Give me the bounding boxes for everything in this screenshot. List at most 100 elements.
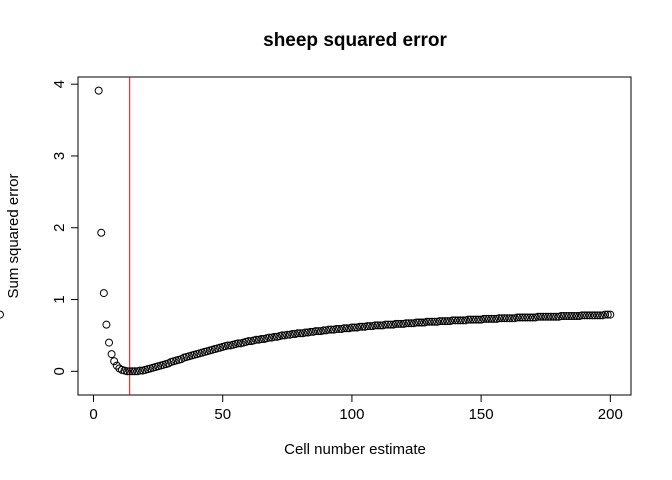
point — [234, 339, 243, 348]
point — [601, 310, 610, 319]
point — [552, 312, 561, 321]
point — [347, 323, 356, 332]
point — [373, 321, 382, 330]
point — [459, 316, 468, 325]
y-tick-label: 4 — [51, 80, 68, 88]
point — [425, 317, 434, 326]
point — [572, 312, 581, 321]
point — [97, 228, 106, 237]
point — [386, 320, 395, 329]
point — [342, 324, 351, 333]
point — [606, 310, 615, 319]
point — [265, 333, 274, 342]
point — [533, 312, 542, 321]
point — [466, 315, 475, 324]
point — [523, 313, 532, 322]
point — [515, 313, 524, 322]
point — [479, 314, 488, 323]
x-tick-label: 0 — [89, 406, 97, 423]
point — [394, 319, 403, 328]
point — [580, 311, 589, 320]
point — [376, 321, 385, 330]
point — [371, 321, 380, 330]
point — [484, 314, 493, 323]
point — [332, 324, 341, 333]
point — [502, 314, 511, 323]
point — [518, 313, 527, 322]
point — [381, 320, 390, 329]
point — [112, 361, 121, 370]
point — [526, 313, 535, 322]
plot-box — [77, 76, 632, 396]
point — [559, 312, 568, 321]
y-tick-label: 2 — [51, 224, 68, 232]
point — [541, 312, 550, 321]
chart-title: sheep squared error — [263, 30, 447, 51]
point — [123, 367, 132, 376]
point — [296, 329, 305, 338]
point — [384, 320, 393, 329]
point — [487, 314, 496, 323]
point — [402, 319, 411, 328]
point — [583, 311, 592, 320]
point — [283, 330, 292, 339]
point — [311, 327, 320, 336]
point — [500, 314, 509, 323]
point — [107, 350, 116, 359]
point — [130, 367, 139, 376]
y-tick-label: 0 — [51, 367, 68, 375]
point — [564, 312, 573, 321]
point — [539, 312, 548, 321]
point — [495, 314, 504, 323]
point — [125, 367, 134, 376]
point — [417, 318, 426, 327]
point — [422, 317, 431, 326]
point — [435, 317, 444, 326]
point — [110, 357, 119, 366]
point — [603, 310, 612, 319]
point — [244, 337, 253, 346]
point — [301, 328, 310, 337]
point — [324, 325, 333, 334]
point — [577, 311, 586, 320]
point — [252, 335, 261, 344]
point — [521, 313, 530, 322]
point — [528, 313, 537, 322]
point — [595, 311, 604, 320]
point — [358, 322, 367, 331]
x-tick-label: 100 — [339, 406, 364, 423]
point — [590, 311, 599, 320]
y-axis-label: Sum squared error — [5, 173, 22, 298]
point — [456, 316, 465, 325]
point — [482, 314, 491, 323]
point — [505, 314, 514, 323]
point — [363, 322, 372, 331]
point — [497, 314, 506, 323]
point — [366, 322, 375, 331]
point — [453, 316, 462, 325]
point — [327, 325, 336, 334]
y-tick-label: 3 — [51, 152, 68, 160]
point — [223, 341, 232, 350]
x-tick-label: 200 — [598, 406, 623, 423]
point — [430, 317, 439, 326]
point — [428, 317, 437, 326]
point — [105, 338, 114, 347]
point — [99, 289, 108, 298]
point — [440, 317, 449, 326]
point — [102, 320, 111, 329]
point — [443, 317, 452, 326]
point — [593, 311, 602, 320]
point — [407, 319, 416, 328]
point — [536, 312, 545, 321]
point — [314, 327, 323, 336]
y-tick-label: 1 — [51, 295, 68, 303]
point — [474, 315, 483, 324]
point — [293, 329, 302, 338]
point — [544, 312, 553, 321]
point — [570, 312, 579, 321]
point — [549, 312, 558, 321]
x-axis-label: Cell number estimate — [284, 441, 426, 458]
